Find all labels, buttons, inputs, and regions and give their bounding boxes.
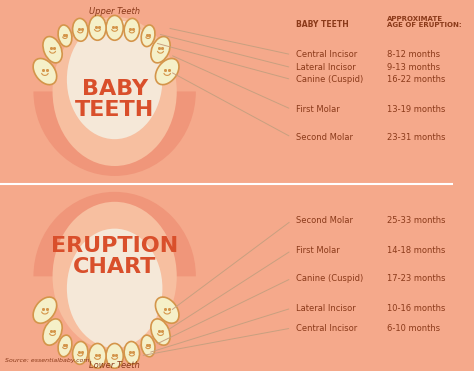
Ellipse shape: [89, 16, 106, 40]
Ellipse shape: [33, 297, 57, 323]
Text: ERUPTION
CHART: ERUPTION CHART: [51, 236, 178, 277]
Ellipse shape: [124, 19, 139, 41]
Text: 16-22 months: 16-22 months: [387, 75, 445, 84]
Text: 9-13 months: 9-13 months: [387, 63, 440, 72]
Text: 14-18 months: 14-18 months: [387, 246, 445, 255]
Text: Lower Teeth: Lower Teeth: [89, 361, 140, 370]
Text: 10-16 months: 10-16 months: [387, 304, 445, 313]
Text: 8-12 months: 8-12 months: [387, 50, 440, 59]
Text: Central Incisor: Central Incisor: [296, 324, 357, 332]
Text: 17-23 months: 17-23 months: [387, 274, 446, 283]
Text: Upper Teeth: Upper Teeth: [89, 7, 140, 16]
Ellipse shape: [106, 344, 123, 368]
Ellipse shape: [67, 20, 163, 139]
Ellipse shape: [58, 25, 72, 47]
Ellipse shape: [89, 344, 106, 368]
Text: 13-19 months: 13-19 months: [387, 105, 445, 114]
Text: 25-33 months: 25-33 months: [387, 216, 446, 225]
Text: BABY TEETH: BABY TEETH: [296, 20, 349, 29]
Text: APPROXIMATE
AGE OF ERUPTION:: APPROXIMATE AGE OF ERUPTION:: [387, 16, 462, 29]
Text: First Molar: First Molar: [296, 105, 340, 114]
Text: Lateral Incisor: Lateral Incisor: [296, 63, 356, 72]
Ellipse shape: [151, 36, 170, 63]
Ellipse shape: [151, 319, 170, 345]
Ellipse shape: [43, 36, 62, 63]
Wedge shape: [34, 192, 196, 276]
Text: Source: essentialbaby.com: Source: essentialbaby.com: [5, 358, 89, 363]
Wedge shape: [34, 92, 196, 176]
Ellipse shape: [67, 229, 163, 348]
Text: Second Molar: Second Molar: [296, 133, 353, 142]
Ellipse shape: [155, 297, 179, 323]
Ellipse shape: [73, 341, 88, 364]
Ellipse shape: [73, 19, 88, 41]
Text: Central Incisor: Central Incisor: [296, 50, 357, 59]
Text: Canine (Cuspid): Canine (Cuspid): [296, 274, 364, 283]
Text: 23-31 months: 23-31 months: [387, 133, 446, 142]
Text: Second Molar: Second Molar: [296, 216, 353, 225]
Text: 6-10 months: 6-10 months: [387, 324, 440, 332]
Ellipse shape: [53, 202, 177, 351]
Ellipse shape: [53, 17, 177, 166]
Ellipse shape: [33, 59, 57, 85]
Ellipse shape: [141, 335, 155, 357]
Ellipse shape: [43, 319, 62, 345]
Text: BABY
TEETH: BABY TEETH: [75, 79, 154, 120]
Ellipse shape: [124, 341, 139, 364]
Ellipse shape: [58, 335, 72, 357]
Ellipse shape: [106, 16, 123, 40]
Ellipse shape: [155, 59, 179, 85]
Ellipse shape: [141, 25, 155, 47]
Text: Lateral Incisor: Lateral Incisor: [296, 304, 356, 313]
Text: First Molar: First Molar: [296, 246, 340, 255]
Text: Canine (Cuspid): Canine (Cuspid): [296, 75, 364, 84]
